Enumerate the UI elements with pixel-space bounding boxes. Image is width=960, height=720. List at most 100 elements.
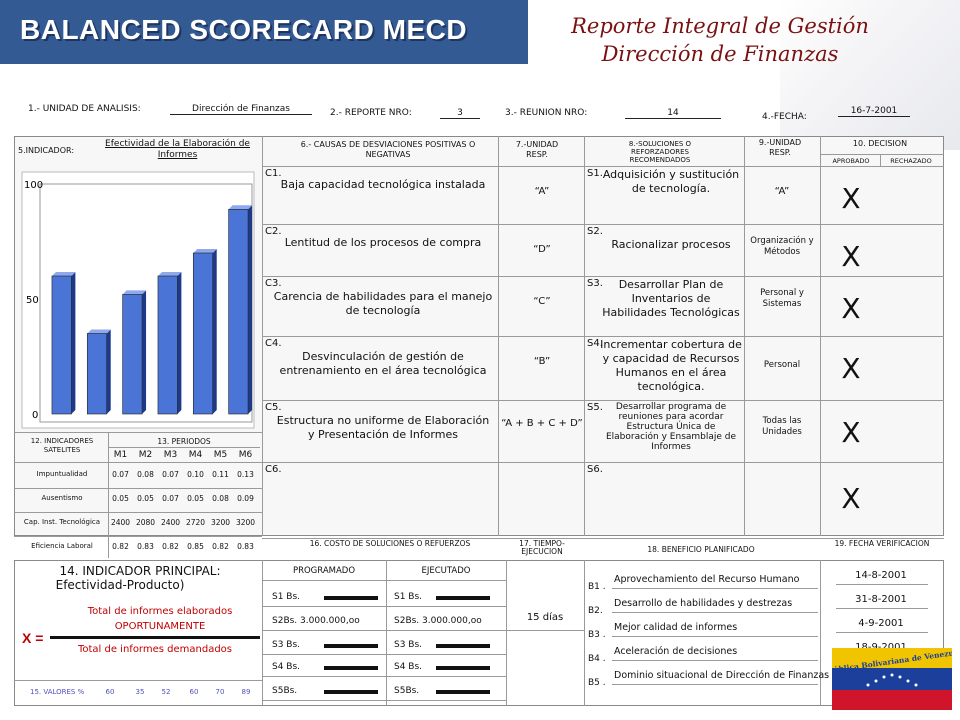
x-equals: X =	[22, 630, 44, 646]
divider	[108, 447, 260, 448]
divider	[836, 632, 928, 633]
benefit-code: B4 .	[588, 654, 606, 664]
bar-top	[122, 290, 147, 295]
period-M4: M4	[188, 450, 203, 460]
decision-mark: X	[841, 352, 861, 385]
lower-panel	[14, 560, 944, 706]
unit-resp-value: “A”	[534, 186, 550, 197]
bar-top	[193, 249, 217, 253]
benefit-text: Aprovechamiento del Recurso Humano	[614, 574, 800, 585]
approved-header: APROBADO	[832, 157, 870, 165]
solution-code: S3.	[587, 278, 603, 289]
cause-text: Lentitud de los procesos de compra	[284, 236, 482, 249]
decision-mark: X	[841, 482, 861, 515]
benefit-code: B5 .	[588, 678, 606, 688]
decision-mark: X	[841, 182, 861, 215]
verify-header: 19. FECHA VERIFICACION	[834, 539, 930, 548]
executed-cost: S2Bs. 3.000.000,oo	[394, 616, 482, 626]
cost-header: 16. COSTO DE SOLUCIONES O REFUERZOS	[309, 539, 471, 548]
satellite-value: 0.08	[212, 494, 229, 503]
cause-code: C2.	[265, 226, 282, 237]
report-value: 3	[440, 108, 480, 119]
solution-code: S4.	[587, 338, 603, 349]
satellite-value: 3200	[210, 518, 231, 527]
indicator-chart: 0 50 100	[21, 171, 255, 429]
report-title-line2: Dirección de Finanzas	[601, 42, 839, 66]
solution-text: Desarrollar programa de reuniones para a…	[605, 402, 737, 452]
solution-code: S5.	[587, 402, 603, 413]
executed-cost: S3 Bs.	[394, 640, 423, 650]
fraction-bar	[50, 636, 260, 639]
satellite-value: 2720	[185, 518, 206, 527]
meeting-value: 14	[625, 108, 721, 119]
cause-text: Estructura no uniforme de Elaboración y …	[276, 414, 490, 441]
cause-text: Baja capacidad tecnológica instalada	[280, 178, 486, 191]
satellite-value: 0.83	[237, 542, 254, 551]
indicator-label: 5.INDICADOR:	[18, 146, 75, 155]
verification-date: 31-8-2001	[855, 594, 907, 605]
verification-date: 18-9-2001	[855, 642, 907, 653]
causes-header: 6.- CAUSAS DE DESVIACIONES POSITIVAS O N…	[300, 140, 476, 159]
bar-M2	[86, 333, 108, 415]
y-tick-label: 100	[24, 180, 43, 191]
satellite-value: 0.10	[187, 470, 204, 479]
bar-side	[248, 205, 253, 414]
bar-top	[228, 205, 253, 210]
unit-value: Dirección de Finanzas	[170, 104, 312, 115]
cost-bar	[436, 596, 490, 600]
report-label: 2.- REPORTE NRO:	[330, 108, 412, 118]
divider	[262, 654, 506, 655]
solution-text: Racionalizar procesos	[611, 238, 731, 251]
verification-date: 14-8-2001	[855, 570, 907, 581]
cost-bar	[436, 644, 490, 648]
programmed-header: PROGRAMADO	[292, 566, 356, 576]
satellite-value: 0.82	[162, 542, 179, 551]
bar-M6	[228, 208, 249, 415]
unit-resp-value: “D”	[533, 244, 551, 255]
satellite-name: Impuntualidad	[36, 470, 88, 478]
decision-header: 10. DECISION	[852, 139, 908, 148]
satellite-value: 0.07	[112, 470, 129, 479]
bar-side	[106, 329, 111, 414]
solution-text: Adquisición y sustitución de tecnología.	[602, 168, 740, 195]
corner-decoration	[780, 0, 960, 150]
cost-bar	[436, 690, 490, 694]
bar-M3	[122, 294, 143, 415]
divider	[14, 536, 262, 537]
satellite-value: 0.08	[137, 470, 154, 479]
unit-resp-header: 7.-UNIDAD RESP.	[515, 140, 559, 159]
cost-bar	[324, 596, 378, 600]
cause-text: Desvinculación de gestión de entrenamien…	[279, 350, 487, 377]
percent-value: 60	[189, 688, 199, 696]
satellite-value: 2080	[135, 518, 156, 527]
unit-resp9-value: Personal y Sistemas	[760, 288, 804, 309]
period-M6: M6	[238, 450, 253, 460]
principal-title: 14. INDICADOR PRINCIPAL:	[59, 564, 221, 578]
cause-code: C3.	[265, 278, 282, 289]
benefit-text: Mejor calidad de informes	[614, 622, 738, 633]
unit-label: 1.- UNIDAD DE ANALISIS:	[28, 104, 141, 114]
unit-resp9-value: “A”	[774, 186, 790, 197]
benefit-text: Aceleración de decisiones	[614, 646, 738, 657]
satellite-value: 0.83	[137, 542, 154, 551]
solution-text: Incrementar cobertura de y capacidad de …	[600, 338, 742, 393]
satellite-value: 0.07	[162, 494, 179, 503]
cause-code: C1.	[265, 168, 282, 179]
benefit-text: Desarrollo de habilidades y destrezas	[614, 598, 793, 609]
benefit-code: B3 .	[588, 630, 606, 640]
period-M2: M2	[138, 450, 153, 460]
bar-top	[51, 272, 76, 276]
divider	[836, 584, 928, 585]
satellite-value: 0.82	[212, 542, 229, 551]
divider	[108, 432, 109, 558]
executed-header: EJECUTADO	[421, 566, 471, 576]
date-value: 16-7-2001	[838, 106, 910, 117]
programmed-cost: S2Bs. 3.000.000,oo	[272, 616, 360, 626]
time-header: 17. TIEMPO-EJECUCION	[519, 539, 565, 556]
satellite-value: 0.85	[187, 542, 204, 551]
satellite-value: 0.09	[237, 494, 254, 503]
bar-M1	[51, 275, 72, 415]
executed-cost: S4 Bs.	[394, 662, 423, 672]
satellite-value: 0.82	[112, 542, 129, 551]
time-value: 15 días	[526, 612, 564, 623]
